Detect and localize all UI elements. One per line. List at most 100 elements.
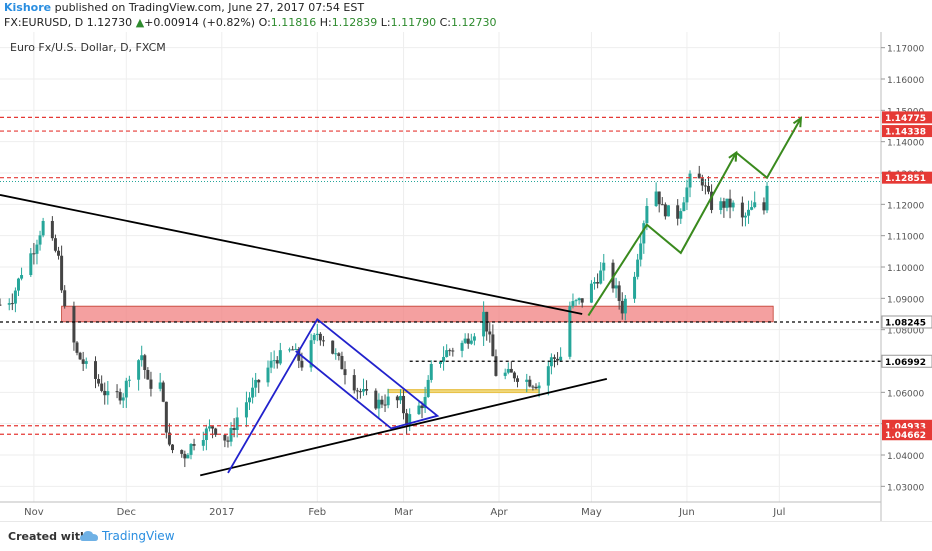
candle-body [679, 211, 683, 219]
price-tick-label: 1.10000 [887, 264, 924, 274]
candle-body [645, 206, 649, 224]
candle-body [697, 173, 701, 179]
candle-body [100, 383, 104, 391]
candle-body [266, 367, 270, 383]
candle-body [722, 201, 726, 208]
candle-body [488, 331, 492, 335]
candle-body [503, 372, 507, 376]
time-tick-label: May [581, 507, 602, 518]
price-level-label: 1.08245 [885, 318, 926, 328]
price-change: +0.00914 (+0.82%) [144, 16, 256, 29]
candle-body [53, 238, 57, 251]
price-tick-label: 1.08000 [887, 327, 924, 337]
candle-body [291, 349, 295, 351]
price-tick-label: 1.16000 [887, 76, 924, 86]
candle-body [97, 378, 101, 384]
price-tick-label: 1.06000 [887, 389, 924, 399]
candle-body [72, 306, 76, 343]
price-level-label: 1.06992 [885, 358, 926, 368]
candle-body [688, 173, 692, 188]
candle-body [254, 379, 258, 388]
candle-body [248, 397, 252, 403]
candle-body [244, 402, 248, 418]
price-chart[interactable]: 1.030001.040001.050001.060001.070001.080… [0, 32, 932, 521]
candle-body [334, 353, 338, 355]
candle-body [506, 368, 510, 373]
candle-body [143, 355, 147, 371]
candle-body [158, 382, 162, 389]
price-axis[interactable]: 1.030001.040001.050001.060001.070001.080… [881, 45, 932, 494]
candle-body [278, 350, 282, 364]
candle-body [115, 391, 119, 393]
candle-body [439, 361, 442, 364]
candle-body [0, 304, 2, 306]
price-tick-label: 1.03000 [887, 483, 924, 493]
time-axis[interactable]: Nov Dec 2017 Feb Mar Apr May Jun Jul [24, 507, 785, 518]
last-price: 1.12730 [86, 16, 133, 29]
close-value: 1.12730 [451, 16, 497, 29]
tradingview-cloud-icon [80, 531, 98, 541]
candle-body [747, 209, 751, 216]
candle-body [318, 333, 322, 341]
price-level-badge [882, 125, 932, 138]
zones [61, 305, 774, 394]
candle-body [377, 399, 381, 409]
candle-body [343, 369, 347, 376]
candle-body [386, 396, 390, 406]
candle-body [38, 235, 42, 245]
candle-body [269, 360, 273, 368]
candle-body [383, 404, 387, 406]
candle-body [654, 191, 658, 207]
low-value: 1.11790 [390, 16, 437, 29]
price-level-label: 1.04662 [885, 431, 926, 441]
candle-body [251, 387, 255, 398]
candle-body [426, 379, 430, 397]
candle-body [740, 202, 744, 218]
candle-body [636, 259, 640, 277]
candle-body [482, 311, 486, 337]
candle-body [365, 389, 369, 391]
candle-body [429, 363, 433, 380]
candle-body [408, 414, 412, 426]
candle-body [13, 290, 17, 304]
candle-body [685, 187, 689, 203]
candle-body [124, 380, 128, 398]
candle-body [682, 202, 686, 212]
candle-body [340, 355, 344, 370]
projection-path [735, 117, 802, 180]
price-tick-label: 1.09000 [887, 295, 924, 305]
candle-body [300, 360, 304, 368]
candle-body [331, 340, 335, 354]
candle-body [146, 370, 150, 380]
candle-body [395, 396, 399, 401]
open-label: O: [258, 16, 271, 29]
candle-body [559, 356, 563, 361]
candle-body [63, 290, 67, 307]
candle-body [183, 453, 187, 459]
candle-body [509, 368, 513, 373]
author-link[interactable]: Kishore [4, 1, 52, 14]
support-resistance-zone [61, 305, 774, 323]
candle-body [312, 334, 316, 341]
candle-body [355, 390, 359, 392]
high-value: 1.12839 [331, 16, 378, 29]
candle-body [171, 444, 175, 451]
candle-body [309, 340, 313, 368]
candle-body [525, 379, 529, 382]
candle-body [731, 202, 735, 208]
candle-body [405, 413, 409, 426]
candle-body [57, 250, 61, 256]
tradingview-brand-link[interactable]: TradingView [102, 529, 175, 543]
time-tick-label: Mar [394, 507, 414, 518]
candle-body [81, 359, 85, 364]
candle-body [666, 205, 670, 217]
candle-body [226, 440, 230, 442]
candle-body [703, 185, 707, 187]
candle-body [546, 366, 550, 386]
candle-body [272, 360, 276, 362]
candle-body [232, 427, 236, 430]
candle-body [361, 389, 365, 392]
candle-body [531, 386, 535, 388]
time-tick-label: Jul [772, 507, 785, 518]
candle-body [41, 220, 45, 236]
